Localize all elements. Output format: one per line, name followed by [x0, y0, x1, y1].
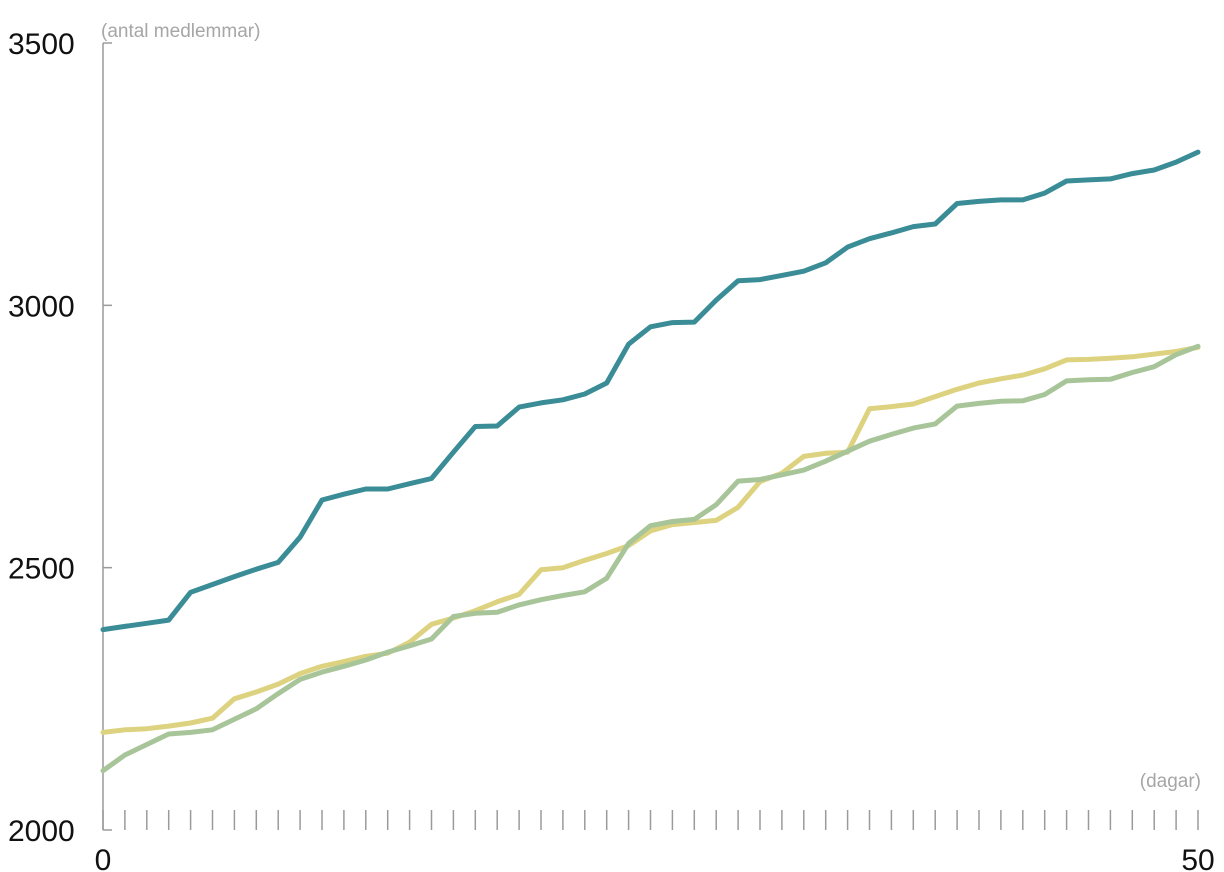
x-tick-labels: 0 50	[95, 844, 1215, 872]
y-tick-label: 3000	[8, 290, 75, 323]
y-tick-label: 2500	[8, 553, 75, 586]
x-tick-marks	[102, 810, 1199, 830]
series-group	[100, 149, 1201, 774]
series-line-1	[100, 149, 1201, 633]
series-line-3	[100, 343, 1201, 774]
y-axis-label: (antal medlemmar)	[101, 21, 260, 42]
y-tick-label: 3500	[8, 28, 75, 61]
y-tick-label: 2000	[8, 815, 75, 848]
x-axis-label: (dagar)	[1140, 771, 1201, 792]
y-tick-labels: 2000 2500 3000 3500	[8, 28, 112, 848]
x-tick-label: 50	[1181, 844, 1214, 872]
series-line-2	[100, 344, 1201, 735]
x-tick-label: 0	[95, 844, 112, 872]
